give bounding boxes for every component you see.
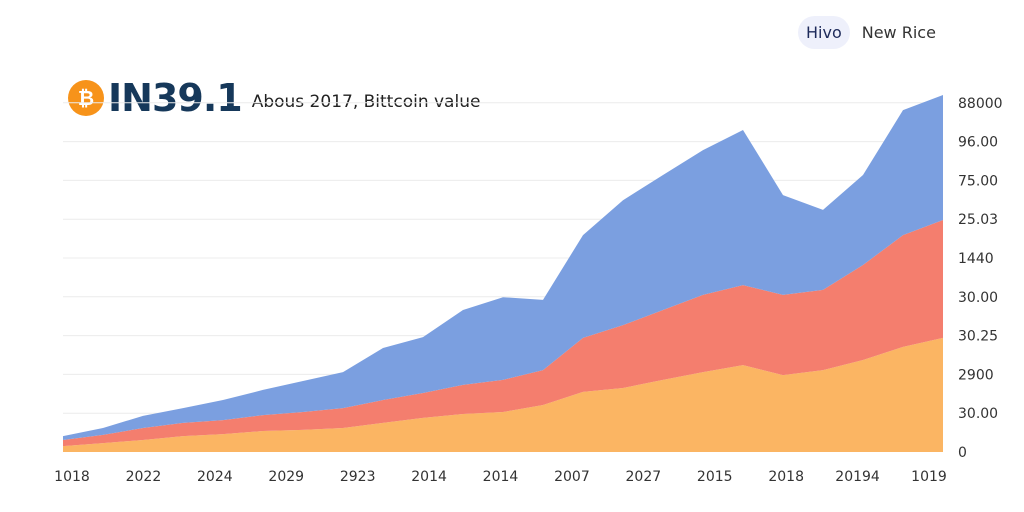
x-tick-label: 20194 <box>835 469 880 485</box>
bitcoin-icon: ₿ <box>68 80 104 116</box>
toggle-hivo[interactable]: Hivo <box>798 16 850 49</box>
x-tick-label: 2014 <box>411 469 447 485</box>
area-series-1 <box>63 219 943 447</box>
y-tick-label: 96.00 <box>958 135 998 151</box>
x-tick-label: 2007 <box>554 469 590 485</box>
y-tick-label: 0 <box>958 445 967 461</box>
chart-subtitle: Abous 2017, Bittcoin value <box>251 92 481 112</box>
y-tick-label: 30.00 <box>958 290 998 306</box>
x-tick-label: 2029 <box>268 469 304 485</box>
y-tick-label: 30.25 <box>958 329 998 345</box>
area-series-2 <box>63 95 943 440</box>
chart-header: ₿ IN39.1 Abous 2017, Bittcoin value <box>68 76 480 120</box>
x-tick-label: 2018 <box>768 469 804 485</box>
x-tick-label: 1019 <box>911 469 947 485</box>
y-tick-label: 25.03 <box>958 212 998 228</box>
y-tick-label: 75.00 <box>958 173 998 189</box>
x-tick-label: 2027 <box>626 469 662 485</box>
toggle-new-rice[interactable]: New Rice <box>861 23 936 42</box>
x-tick-label: 2923 <box>340 469 376 485</box>
y-tick-label: 88000 <box>958 96 1003 112</box>
x-tick-label: 1018 <box>54 469 90 485</box>
headline-value: IN39.1 <box>108 76 243 120</box>
x-tick-label: 2015 <box>697 469 733 485</box>
y-tick-label: 2900 <box>958 367 994 383</box>
y-tick-label: 30.00 <box>958 406 998 422</box>
x-tick-label: 2014 <box>483 469 519 485</box>
x-tick-label: 2024 <box>197 469 233 485</box>
series-toggle: Hivo New Rice <box>798 16 944 49</box>
y-tick-label: 1440 <box>958 251 994 267</box>
x-tick-label: 2022 <box>126 469 162 485</box>
area-series-0 <box>63 337 943 452</box>
